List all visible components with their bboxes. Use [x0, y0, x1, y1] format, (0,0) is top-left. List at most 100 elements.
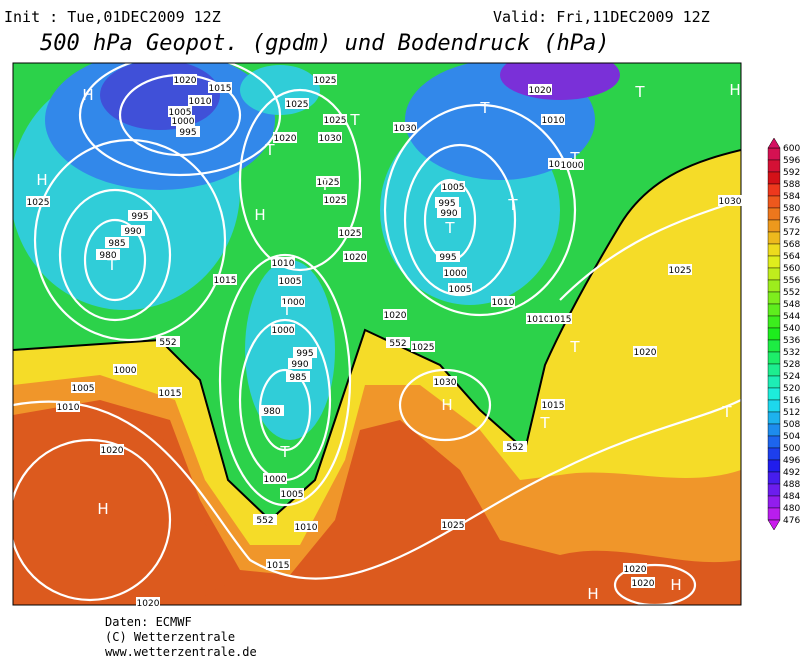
isobar-label-box — [213, 274, 237, 285]
colorbar-cell — [767, 459, 781, 473]
isobar-label: 552 — [256, 516, 273, 526]
isobar-label-box — [71, 382, 95, 393]
colorbar-cell — [767, 279, 781, 293]
map-frame — [12, 62, 742, 606]
isobar-label: 1005 — [442, 183, 465, 193]
isobar-label-box — [437, 207, 461, 218]
isobar-label-box — [294, 521, 318, 532]
isobar-label-box — [100, 444, 124, 455]
isobar-label: 1010 — [527, 315, 550, 325]
isobar-label: 1020 — [634, 348, 657, 358]
isobar-label: 1025 — [324, 196, 347, 206]
isobar-label: 1005 — [281, 490, 304, 500]
colorbar-label: 480 — [783, 504, 800, 514]
colorbar-cell — [767, 303, 781, 317]
pressure-marker: H — [82, 86, 93, 104]
colorbar-label: 484 — [783, 492, 800, 502]
isobar-label-box — [323, 194, 347, 205]
isobar-label: 1015 — [549, 315, 572, 325]
isobar-label-box — [263, 473, 287, 484]
colorbar-cell — [767, 291, 781, 305]
colorbar-label: 512 — [783, 408, 800, 418]
colorbar-cell — [767, 159, 781, 173]
pressure-marker: T — [569, 338, 580, 356]
isobar-label: 1020 — [344, 253, 367, 263]
pressure-marker: T — [264, 141, 275, 159]
pressure-marker: T — [721, 403, 732, 421]
init-time: Init : Tue,01DEC2009 12Z — [4, 8, 221, 26]
isobar-label-box — [448, 283, 472, 294]
isobar-label: 1005 — [72, 384, 95, 394]
isobar-label-box — [338, 227, 362, 238]
isobar-label: 1005 — [279, 277, 302, 287]
pressure-marker: H — [254, 206, 265, 224]
isobar-label: 990 — [440, 209, 457, 219]
colorbar-cell — [767, 399, 781, 413]
colorbar-label: 560 — [783, 264, 800, 274]
isobar-label-box — [443, 267, 467, 278]
isobar-label-box — [171, 115, 195, 126]
colorbar-top-arrow — [767, 137, 781, 149]
isobar-label-box — [343, 251, 367, 262]
pressure-marker: H — [36, 171, 47, 189]
isobar-label-box — [280, 488, 304, 499]
isobar-label: 1000 — [272, 326, 295, 336]
isobar-label-box — [156, 336, 180, 347]
isobar-label-box — [286, 371, 310, 382]
isobar-label-box — [281, 296, 305, 307]
isobar-label: 1000 — [444, 269, 467, 279]
isobar-label: 1020 — [274, 134, 297, 144]
colorbar-label: 496 — [783, 456, 800, 466]
isobar-label-box — [383, 309, 407, 320]
colorbar-label: 488 — [783, 480, 800, 490]
map-field — [13, 63, 741, 605]
colorbar-label: 528 — [783, 360, 800, 370]
pressure-marker: T — [479, 99, 490, 117]
isobar-label-box — [633, 346, 657, 357]
isobar-label: 1030 — [319, 134, 342, 144]
pressure-marker: T — [281, 301, 292, 319]
isobar-label-box — [623, 563, 647, 574]
isobar-label-box — [528, 84, 552, 95]
website: www.wetterzentrale.de — [105, 645, 257, 659]
colorbar-cell — [767, 207, 781, 221]
isobar-label: 1015 — [209, 84, 232, 94]
pressure-marker: T — [569, 149, 580, 167]
colorbar-cell — [767, 351, 781, 365]
isobar-label-box — [718, 195, 742, 206]
isobar-label-box — [560, 159, 584, 170]
isobar-label-box — [541, 399, 565, 410]
colorbar-cell — [767, 147, 781, 161]
colorbar-cell — [767, 327, 781, 341]
colorbar-label: 524 — [783, 372, 800, 382]
pressure-marker: T — [444, 219, 455, 237]
isobar-label: 1015 — [542, 401, 565, 411]
colorbar-cell — [767, 243, 781, 257]
map-title: 500 hPa Geopot. (gpdm) und Bodendruck (h… — [40, 31, 610, 56]
isobar-label-box — [548, 313, 572, 324]
isobar-label: 1025 — [339, 229, 362, 239]
colorbar-cell — [767, 495, 781, 509]
pressure-marker: H — [97, 500, 108, 518]
isobar-label: 1000 — [561, 161, 584, 171]
colorbar-label: 552 — [783, 288, 800, 298]
isobar-label-box — [26, 196, 50, 207]
colorbar-cell — [767, 171, 781, 185]
isobar-label: 1025 — [314, 76, 337, 86]
colorbar-label: 596 — [783, 156, 800, 166]
isobar-label-box — [323, 114, 347, 125]
isobar-label-box — [253, 514, 277, 525]
isobar-label: 985 — [289, 373, 306, 383]
isobar-label: 1025 — [442, 521, 465, 531]
isobar-label-box — [433, 376, 457, 387]
isobar-label: 995 — [131, 212, 148, 222]
colorbar-bottom-arrow — [767, 519, 781, 531]
colorbar-label: 520 — [783, 384, 800, 394]
isobar-label: 990 — [291, 360, 308, 370]
colorbar-cell — [767, 423, 781, 437]
isobar-label-box — [411, 341, 435, 352]
colorbar-label: 544 — [783, 312, 800, 322]
colorbar-label: 588 — [783, 180, 800, 190]
colorbar-label: 572 — [783, 228, 800, 238]
